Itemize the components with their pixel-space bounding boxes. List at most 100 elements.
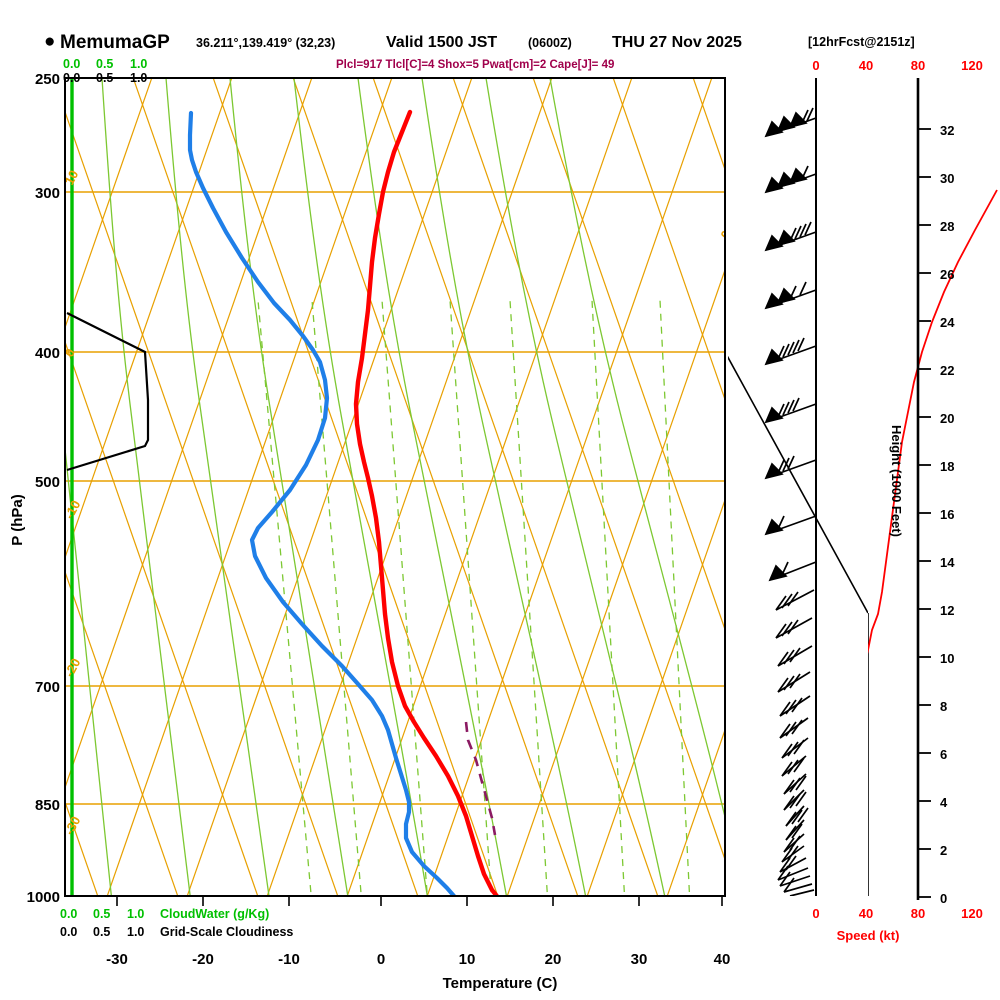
cloudwater-tick-1: 0.5	[93, 907, 110, 921]
height-curve	[868, 189, 998, 655]
wind-barb	[775, 589, 815, 611]
wind-barb	[764, 337, 817, 366]
wind-barbs	[764, 107, 817, 896]
pressure-tick-850: 850	[35, 797, 60, 814]
temp-tick-40: 40	[714, 951, 731, 968]
speed-axis-label: Speed (kt)	[837, 928, 900, 943]
temp-tick-0: 0	[377, 951, 385, 968]
temperature-axis-label: Temperature (C)	[443, 975, 558, 992]
temp-tick-20: 20	[545, 951, 562, 968]
dewpoint-curve	[187, 110, 457, 896]
wind-barb	[764, 165, 817, 194]
temperature-curve	[353, 109, 500, 896]
height-tick-20: 20	[940, 411, 954, 426]
height-tick-10: 10	[940, 651, 954, 666]
wind-barb	[785, 805, 809, 827]
wind-barb	[768, 561, 817, 582]
height-axis-label: Height (1000 Feet)	[889, 425, 904, 537]
pressure-tick-300: 300	[35, 185, 60, 202]
wind-barb	[764, 221, 817, 252]
height-tick-4: 4	[940, 795, 948, 810]
header: ● MemumaGP 36.211°,139.419° (32,23) Vali…	[44, 31, 915, 53]
moist-adiabat-lines	[65, 78, 725, 896]
wind-barb	[783, 877, 813, 893]
speed-tick-top-40: 40	[859, 58, 873, 73]
wind-barb	[764, 281, 817, 310]
cloudiness-tick-2: 1.0	[127, 925, 144, 939]
isobar-gridlines	[65, 78, 725, 896]
pressure-tick-400: 400	[35, 345, 60, 362]
parcel-trace	[464, 721, 497, 836]
wind-barb	[785, 819, 805, 841]
cloudiness-profile	[66, 312, 150, 472]
speed-tick-top-120: 120	[961, 58, 983, 73]
cloudwater-top-tick-0: 0.0	[63, 57, 80, 71]
speed-tick-80: 80	[911, 906, 925, 921]
cloudwater-axis-label: CloudWater (g/Kg)	[160, 907, 269, 921]
pressure-axis-label: P (hPa)	[9, 494, 26, 545]
wind-barb	[777, 645, 813, 667]
height-tick-28: 28	[940, 219, 954, 234]
height-panel	[868, 189, 998, 896]
wind-barb	[775, 617, 813, 639]
temp-tick--20: -20	[192, 951, 214, 968]
valid-utc: (0600Z)	[528, 36, 572, 50]
pressure-tick-500: 500	[35, 474, 60, 491]
height-tick-6: 6	[940, 747, 947, 762]
top-cloud-axes: 0.0 0.5 1.0 0.0 0.5 1.0	[63, 57, 147, 85]
valid-time: Valid 1500 JST	[386, 34, 497, 51]
height-tick-22: 22	[940, 363, 954, 378]
wind-barb	[764, 107, 817, 138]
bottom-cloud-axes: 0.0 0.5 1.0 CloudWater (g/Kg) 0.0 0.5 1.…	[60, 907, 293, 939]
height-tick-0: 0	[940, 891, 947, 906]
cloudiness-tick-0: 0.0	[60, 925, 77, 939]
wind-barb	[783, 833, 805, 853]
wind-barb	[777, 865, 809, 881]
valid-date: THU 27 Nov 2025	[612, 34, 742, 51]
height-tick-32: 32	[940, 123, 954, 138]
cloudwater-tick-2: 1.0	[127, 907, 144, 921]
wind-barb	[781, 737, 809, 759]
height-tick-12: 12	[940, 603, 954, 618]
wind-barb	[764, 397, 817, 424]
cloudwater-top-tick-2: 1.0	[130, 57, 147, 71]
temperature-axis: -30 -20 -10 0 10 20 30 40 Temperature (C…	[106, 896, 730, 992]
cloudiness-top-tick-2: 1.0	[130, 71, 147, 85]
wind-barb	[779, 695, 811, 717]
height-tick-18: 18	[940, 459, 954, 474]
cloudiness-top-tick-0: 0.0	[63, 71, 80, 85]
isotherm-lines	[65, 78, 725, 896]
cloudiness-axis-label: Grid-Scale Cloudiness	[160, 925, 293, 939]
wind-barb	[783, 789, 807, 811]
header-bullet-icon: ●	[44, 31, 55, 52]
speed-axis: 0 40 80 120 0 40 80 120 Speed (kt)	[812, 58, 982, 943]
wind-barb	[764, 455, 817, 480]
speed-tick-top-0: 0	[812, 58, 819, 73]
isotherm-label-right-0: 0	[717, 228, 734, 241]
wind-barb	[781, 755, 807, 777]
height-tick-14: 14	[940, 555, 955, 570]
temp-tick-30: 30	[631, 951, 648, 968]
height-tick-26: 26	[940, 267, 954, 282]
speed-tick-40: 40	[859, 906, 873, 921]
wind-barb	[781, 845, 805, 863]
pressure-tick-1000: 1000	[27, 889, 60, 906]
pressure-tick-250: 250	[35, 71, 60, 88]
station-coords: 36.211°,139.419° (32,23)	[196, 36, 335, 50]
wind-barb-panel	[728, 78, 868, 896]
wind-barb	[783, 773, 807, 795]
pressure-axis: 250 300 400 500 700 850 1000 P (hPa)	[9, 71, 60, 906]
speed-tick-120: 120	[961, 906, 983, 921]
wind-barb	[779, 871, 811, 887]
height-axis-ticks	[918, 128, 931, 898]
wind-barb	[789, 889, 815, 896]
pressure-tick-700: 700	[35, 679, 60, 696]
speed-tick-top-80: 80	[911, 58, 925, 73]
wind-barb	[764, 515, 817, 536]
stats-line: Plcl=917 Tlcl[C]=4 Shox=5 Pwat[cm]=2 Cap…	[336, 59, 614, 71]
temp-tick--30: -30	[106, 951, 128, 968]
speed-tick-0: 0	[812, 906, 819, 921]
height-axis-labels: 0 2 4 6 8 10 12 14 16 18 20 22 24 26 28 …	[940, 123, 955, 906]
